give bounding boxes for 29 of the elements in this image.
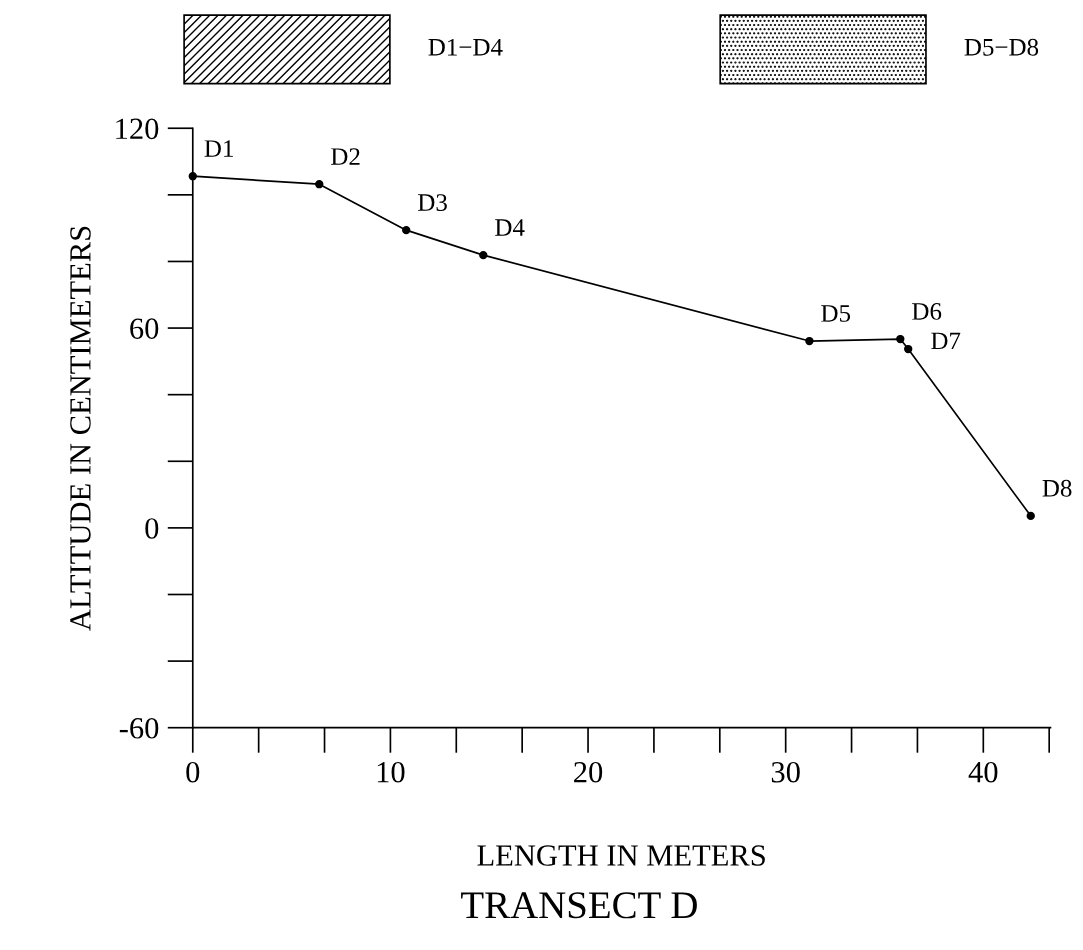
annotation: D1 bbox=[204, 140, 233, 157]
text: D5−D8 bbox=[964, 38, 1039, 56]
point bbox=[896, 334, 905, 344]
x-tick-label: 10 bbox=[377, 761, 405, 783]
x-tick-label: 0 bbox=[186, 761, 200, 783]
text: TRANSECT D bbox=[461, 892, 697, 919]
x-axis-title: LENGTH IN METERS bbox=[477, 845, 765, 866]
x-tick-label: 20 bbox=[574, 761, 603, 783]
point bbox=[402, 225, 411, 235]
point bbox=[1026, 511, 1035, 521]
y-tick-label: 120 bbox=[116, 118, 159, 140]
y-tick-label: 0 bbox=[145, 518, 159, 539]
annotation: D4 bbox=[495, 219, 525, 236]
annotation: D2 bbox=[331, 148, 360, 165]
point bbox=[904, 344, 913, 354]
point bbox=[479, 250, 488, 260]
annotation: D8 bbox=[1042, 479, 1072, 497]
annotation: D5 bbox=[821, 305, 851, 322]
x-tick-label: 30 bbox=[771, 761, 800, 783]
y-axis-title: ALTITUDE IN CENTIMETERS bbox=[70, 226, 91, 631]
point bbox=[315, 180, 324, 189]
annotation: D7 bbox=[931, 332, 961, 350]
y-tick-label: 60 bbox=[130, 318, 159, 339]
text: D1−D4 bbox=[428, 38, 503, 56]
annotation: D3 bbox=[418, 194, 447, 211]
point bbox=[805, 336, 814, 346]
y-tick-label: -60 bbox=[119, 717, 159, 739]
annotation: D6 bbox=[912, 303, 942, 320]
x-tick-label: 40 bbox=[968, 761, 998, 783]
